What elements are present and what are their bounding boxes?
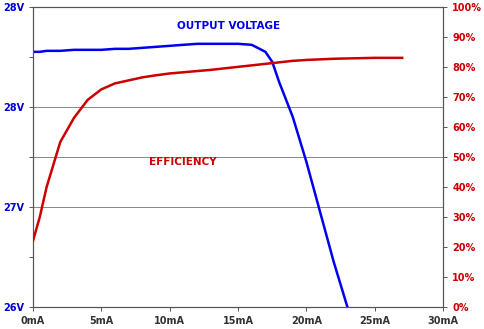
- Text: EFFICIENCY: EFFICIENCY: [149, 157, 216, 167]
- Text: OUTPUT VOLTAGE: OUTPUT VOLTAGE: [176, 21, 279, 31]
